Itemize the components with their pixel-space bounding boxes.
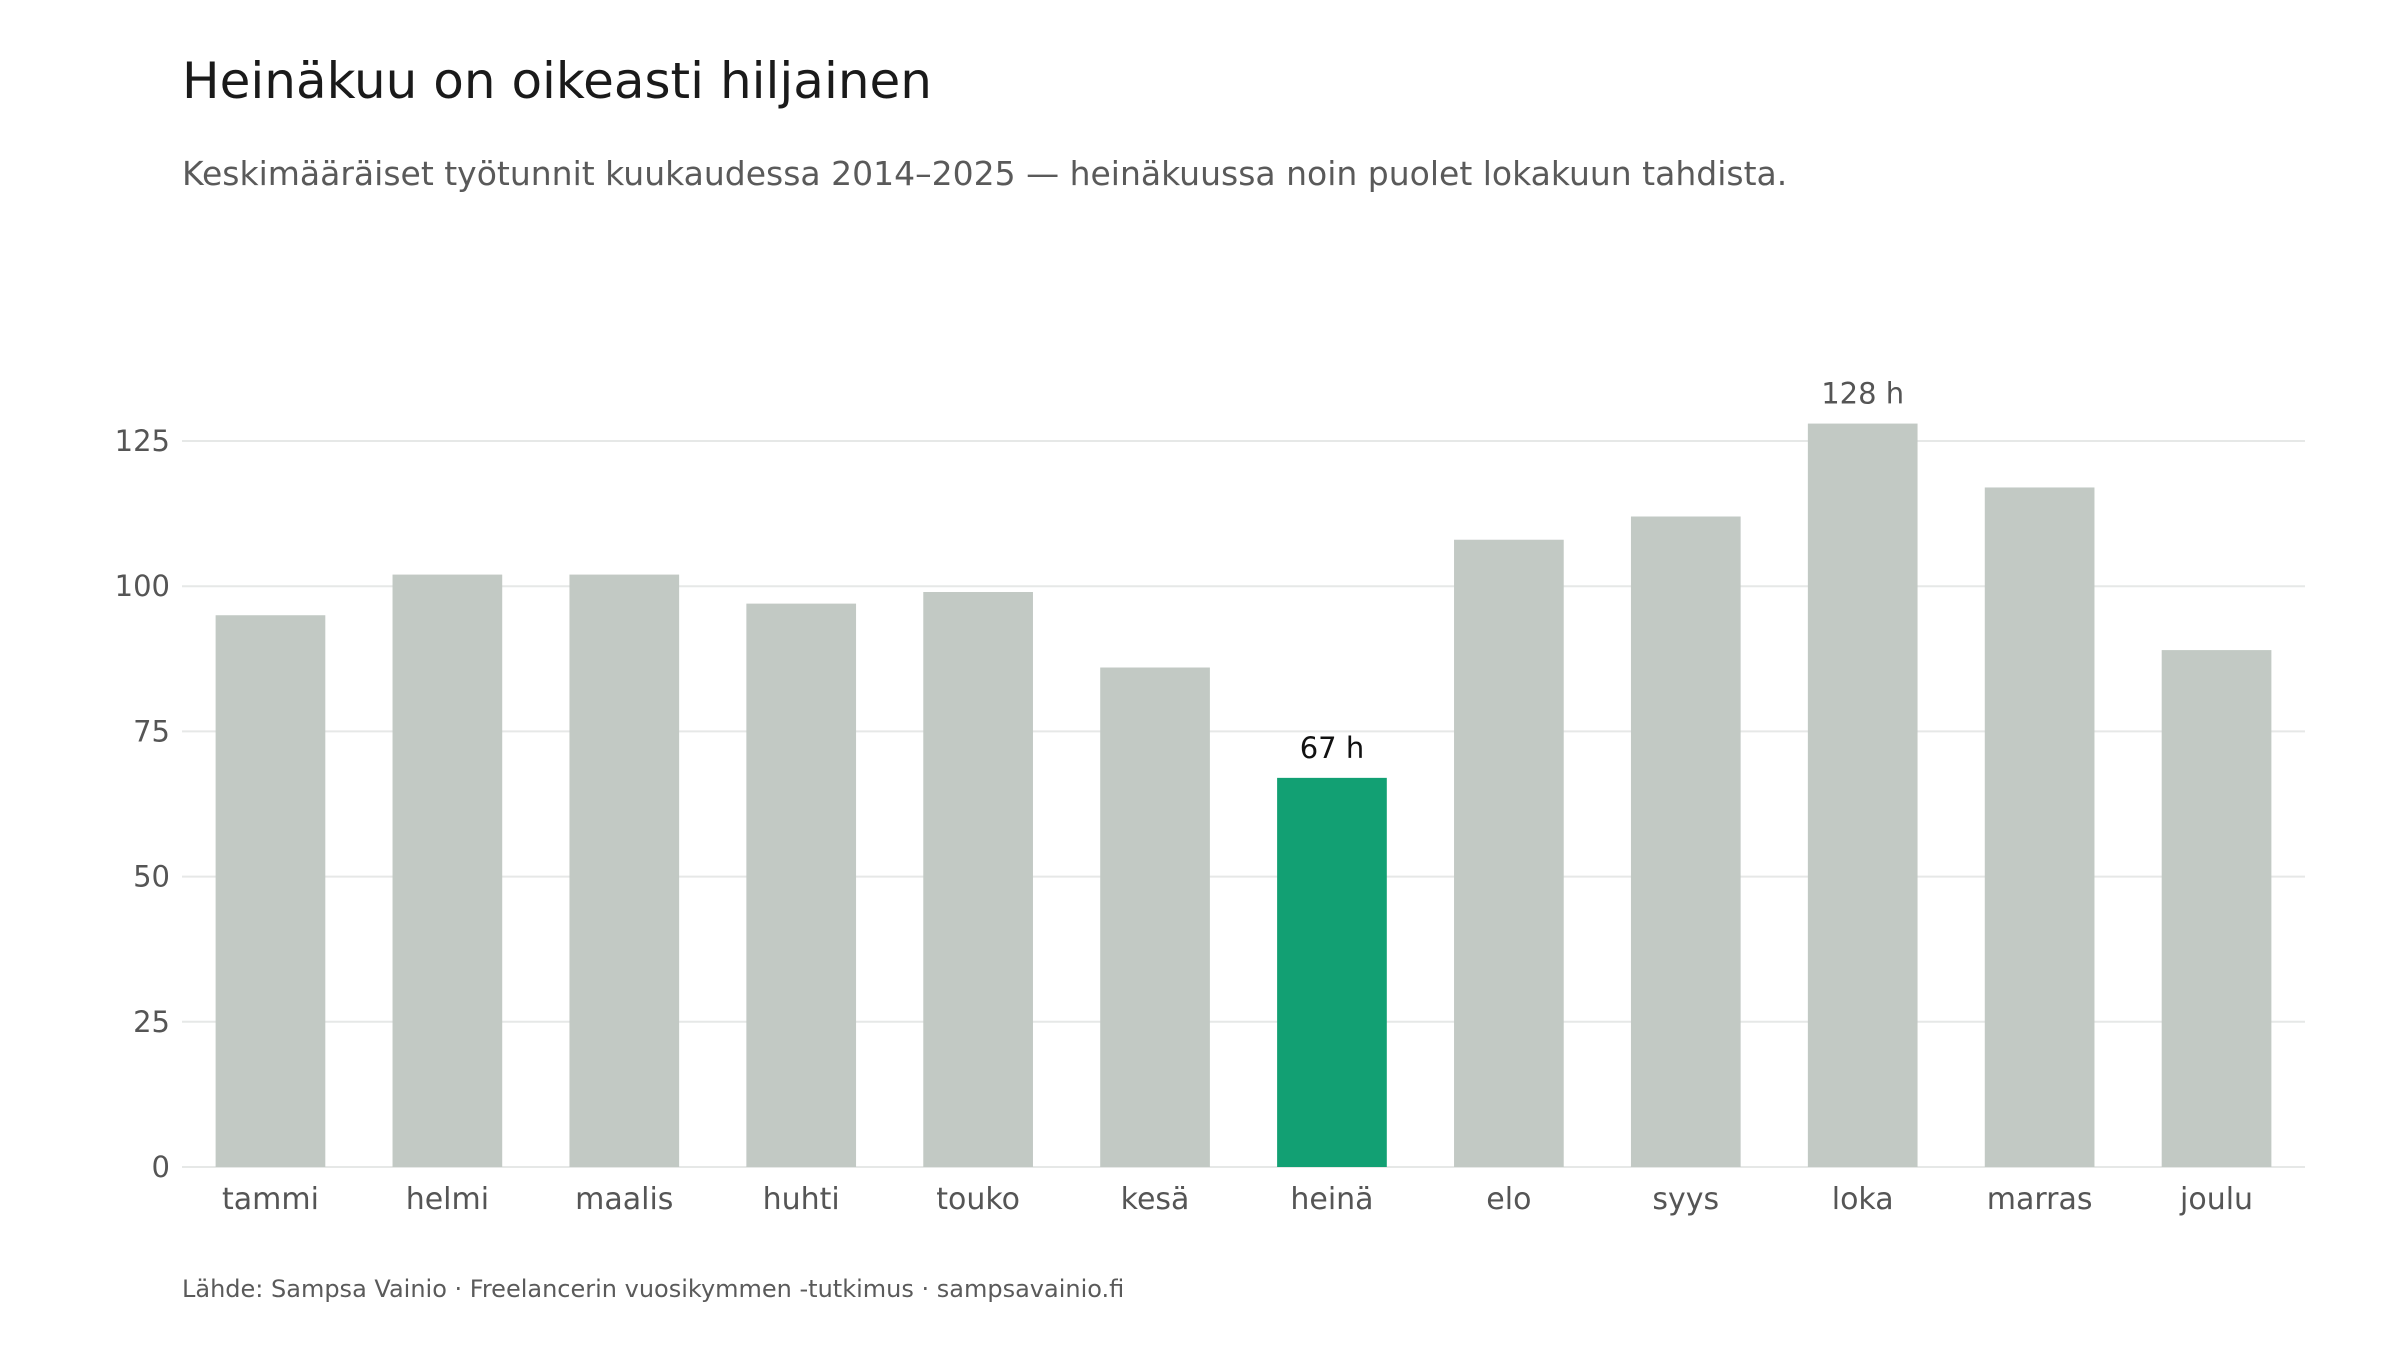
bar-marras [1984,487,2095,1167]
x-tick-label-maalis: maalis [575,1182,673,1217]
chart-subtitle: Keskimääräiset työtunnit kuukaudessa 201… [182,154,1788,193]
data-label-heinä: 67 h [1300,731,1365,765]
bar-maalis [569,574,680,1167]
bar-elo [1454,539,1564,1167]
bar-touko [923,592,1033,1167]
bar-loka [1807,423,1918,1167]
chart-title: Heinäkuu on oikeasti hiljainen [182,52,932,110]
bar-joulu [2161,650,2272,1167]
x-tick-label-elo: elo [1486,1182,1531,1217]
bar-huhti [746,603,857,1167]
source-caption: Lähde: Sampsa Vainio · Freelancerin vuos… [182,1275,1125,1303]
y-tick-label-75: 75 [133,714,170,748]
x-tick-label-heinä: heinä [1290,1182,1373,1217]
y-tick-label-50: 50 [133,860,170,894]
bar-syys [1630,516,1741,1167]
x-tick-label-huhti: huhti [763,1182,840,1217]
x-tick-label-loka: loka [1832,1182,1894,1217]
data-label-loka: 128 h [1821,377,1904,411]
x-tick-label-marras: marras [1987,1182,2093,1217]
x-tick-label-touko: touko [936,1182,1020,1217]
bar-helmi [392,574,503,1167]
y-tick-label-25: 25 [133,1005,170,1039]
bar-tammi [215,615,326,1167]
x-tick-label-kesä: kesä [1121,1182,1190,1217]
x-tick-label-tammi: tammi [222,1182,319,1217]
y-tick-label-125: 125 [115,424,170,458]
bar-kesä [1100,667,1210,1167]
bar-heinä [1277,777,1387,1167]
y-tick-label-100: 100 [115,569,170,603]
y-tick-label-0: 0 [152,1150,170,1184]
x-tick-label-helmi: helmi [406,1182,489,1217]
x-tick-label-joulu: joulu [2179,1182,2253,1217]
x-tick-label-syys: syys [1652,1182,1719,1217]
